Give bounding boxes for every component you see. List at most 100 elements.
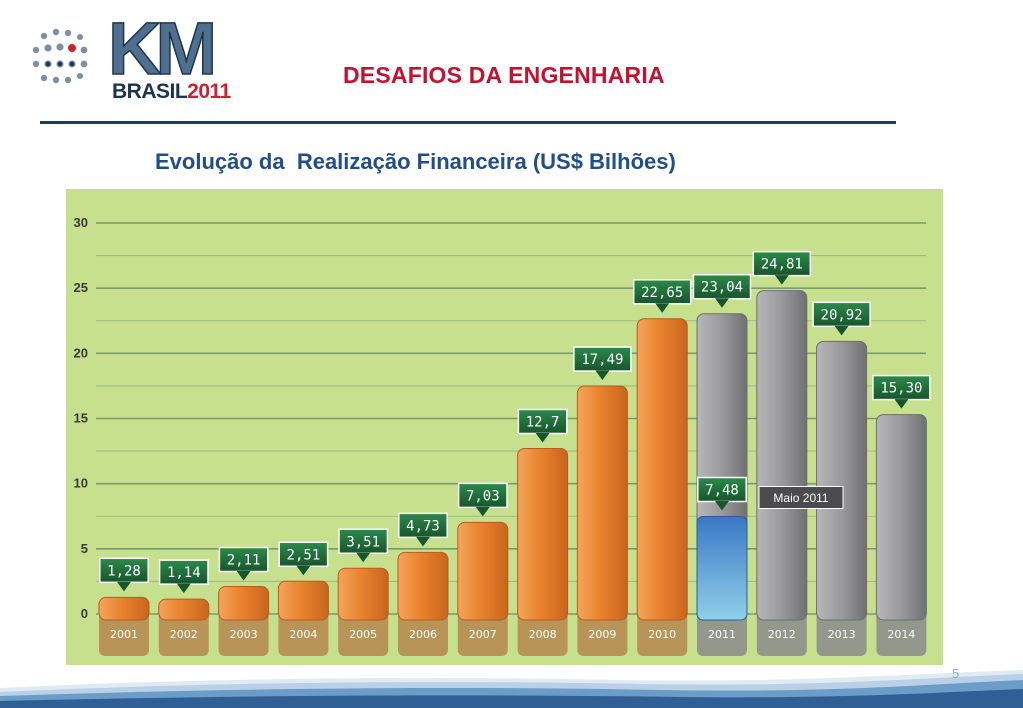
data-label: 22,65 xyxy=(641,285,683,301)
callout-pointer xyxy=(595,370,610,381)
callout-pointer xyxy=(715,501,729,511)
value-callout: 12,7 xyxy=(517,408,568,443)
logo-wordmark: KM BRASIL2011 xyxy=(107,11,248,110)
bar xyxy=(875,414,927,621)
x-tick-label: 2014 xyxy=(887,628,915,641)
logo-year: 2011 xyxy=(187,80,231,103)
data-label: 2,11 xyxy=(227,552,261,568)
logo-dots-icon xyxy=(32,28,88,84)
y-tick-label: 30 xyxy=(74,215,88,230)
bar-partial xyxy=(696,516,748,621)
value-callout: 23,04 xyxy=(692,273,752,308)
bar xyxy=(517,447,569,621)
data-label: 1,28 xyxy=(107,563,141,579)
callout-box xyxy=(517,408,568,435)
chart-bars xyxy=(98,290,927,656)
callout-pointer xyxy=(655,303,670,313)
y-tick-label: 5 xyxy=(81,541,88,556)
chart-title: Evolução da Realização Financeira (US$ B… xyxy=(155,149,676,174)
callout-pointer xyxy=(535,432,550,443)
y-tick-label: 25 xyxy=(74,280,88,295)
callout-box xyxy=(752,250,812,277)
bar xyxy=(636,318,688,621)
value-callout: 2,51 xyxy=(278,541,329,576)
x-tick-label: 2008 xyxy=(529,628,557,641)
x-tick-label: 2007 xyxy=(469,628,497,641)
bar xyxy=(98,596,150,621)
bar xyxy=(218,585,270,621)
x-tick-label: 2001 xyxy=(110,628,138,641)
logo-subtext: BRASIL2011 xyxy=(112,80,231,104)
x-tick-label: 2002 xyxy=(170,628,198,641)
value-callout: 22,65 xyxy=(632,279,692,313)
callout-pointer xyxy=(176,583,191,594)
value-callout: 1,28 xyxy=(99,557,149,592)
value-callout: 7,03 xyxy=(457,482,508,517)
callout-pointer xyxy=(356,552,371,563)
data-label: 23,04 xyxy=(701,280,743,296)
x-tick-label: 2009 xyxy=(588,628,616,641)
callout-pointer xyxy=(715,298,729,308)
data-label: 24,81 xyxy=(761,257,803,273)
logo-km-text: KM xyxy=(107,7,218,90)
bar xyxy=(756,290,808,621)
callout-box xyxy=(278,541,329,568)
bar xyxy=(158,598,210,621)
page-title: DESAFIOS DA ENGENHARIA xyxy=(343,62,665,88)
value-callout: 1,14 xyxy=(158,559,209,594)
value-callout: 2,11 xyxy=(218,546,269,581)
y-tick-label: 15 xyxy=(74,411,88,426)
value-callout: 24,81 xyxy=(752,250,812,285)
data-label: 17,49 xyxy=(581,352,623,368)
data-label: 7,03 xyxy=(466,488,500,504)
value-callout: 4,73 xyxy=(398,512,448,547)
callout-pointer xyxy=(296,565,311,576)
callout-box xyxy=(218,546,269,573)
value-callout: 17,49 xyxy=(573,346,632,381)
y-tick-label: 10 xyxy=(74,476,88,491)
callout-pointer xyxy=(475,506,490,517)
callout-box xyxy=(812,301,871,328)
y-tick-label: 20 xyxy=(74,345,88,360)
bar xyxy=(337,567,389,621)
x-axis-ticks: 2001 2002 2003 2004 2005 2006 2007 2008 2009 2010… xyxy=(110,628,915,641)
callout-box xyxy=(338,528,389,555)
callout-pointer xyxy=(236,570,251,581)
value-callout: 20,92 xyxy=(812,301,871,336)
x-tick-label: 2013 xyxy=(828,628,856,641)
footer-wave-decoration xyxy=(0,670,1023,708)
callout-box xyxy=(632,279,692,305)
x-tick-label: 2004 xyxy=(289,628,317,641)
partial-note-box xyxy=(758,486,844,510)
data-label: 20,92 xyxy=(821,307,863,323)
value-callout: 15,30 xyxy=(872,374,931,409)
partial-note-text: Maio 2011 xyxy=(773,491,828,505)
data-label: 15,30 xyxy=(880,381,922,397)
callout-pointer xyxy=(117,581,131,592)
partial-note: Maio 2011 xyxy=(758,486,844,510)
value-callouts: 1,28 1,14 2,11 2,51 3,51 4,73 7,03 12,7 17,49 22,… xyxy=(99,250,931,594)
x-tick-label: 2011 xyxy=(708,628,736,641)
x-tick-label: 2005 xyxy=(349,628,377,641)
bar xyxy=(457,521,509,621)
data-label: 7,48 xyxy=(705,483,739,499)
data-label: 2,51 xyxy=(287,547,321,563)
callout-pointer xyxy=(894,399,909,409)
y-tick-label: 0 xyxy=(81,606,88,621)
partial-value-callout: 7,48 xyxy=(697,476,747,511)
bar xyxy=(816,340,868,621)
y-axis-ticks: 0 5 10 15 20 25 30 xyxy=(74,215,88,621)
logo-brasil: BRASIL xyxy=(112,80,188,103)
km-brasil-logo: KM BRASIL2011 xyxy=(30,11,248,110)
x-tick-label: 2006 xyxy=(409,628,437,641)
callout-pointer xyxy=(774,275,789,285)
x-tick-label: 2010 xyxy=(648,628,676,641)
page-number: 5 xyxy=(952,666,960,681)
data-label: 4,73 xyxy=(406,518,440,534)
x-tick-label: 2003 xyxy=(230,628,258,641)
callout-pointer xyxy=(416,536,430,547)
x-tick-label: 2012 xyxy=(768,628,796,641)
bar xyxy=(277,580,329,621)
callout-pointer xyxy=(834,325,849,336)
